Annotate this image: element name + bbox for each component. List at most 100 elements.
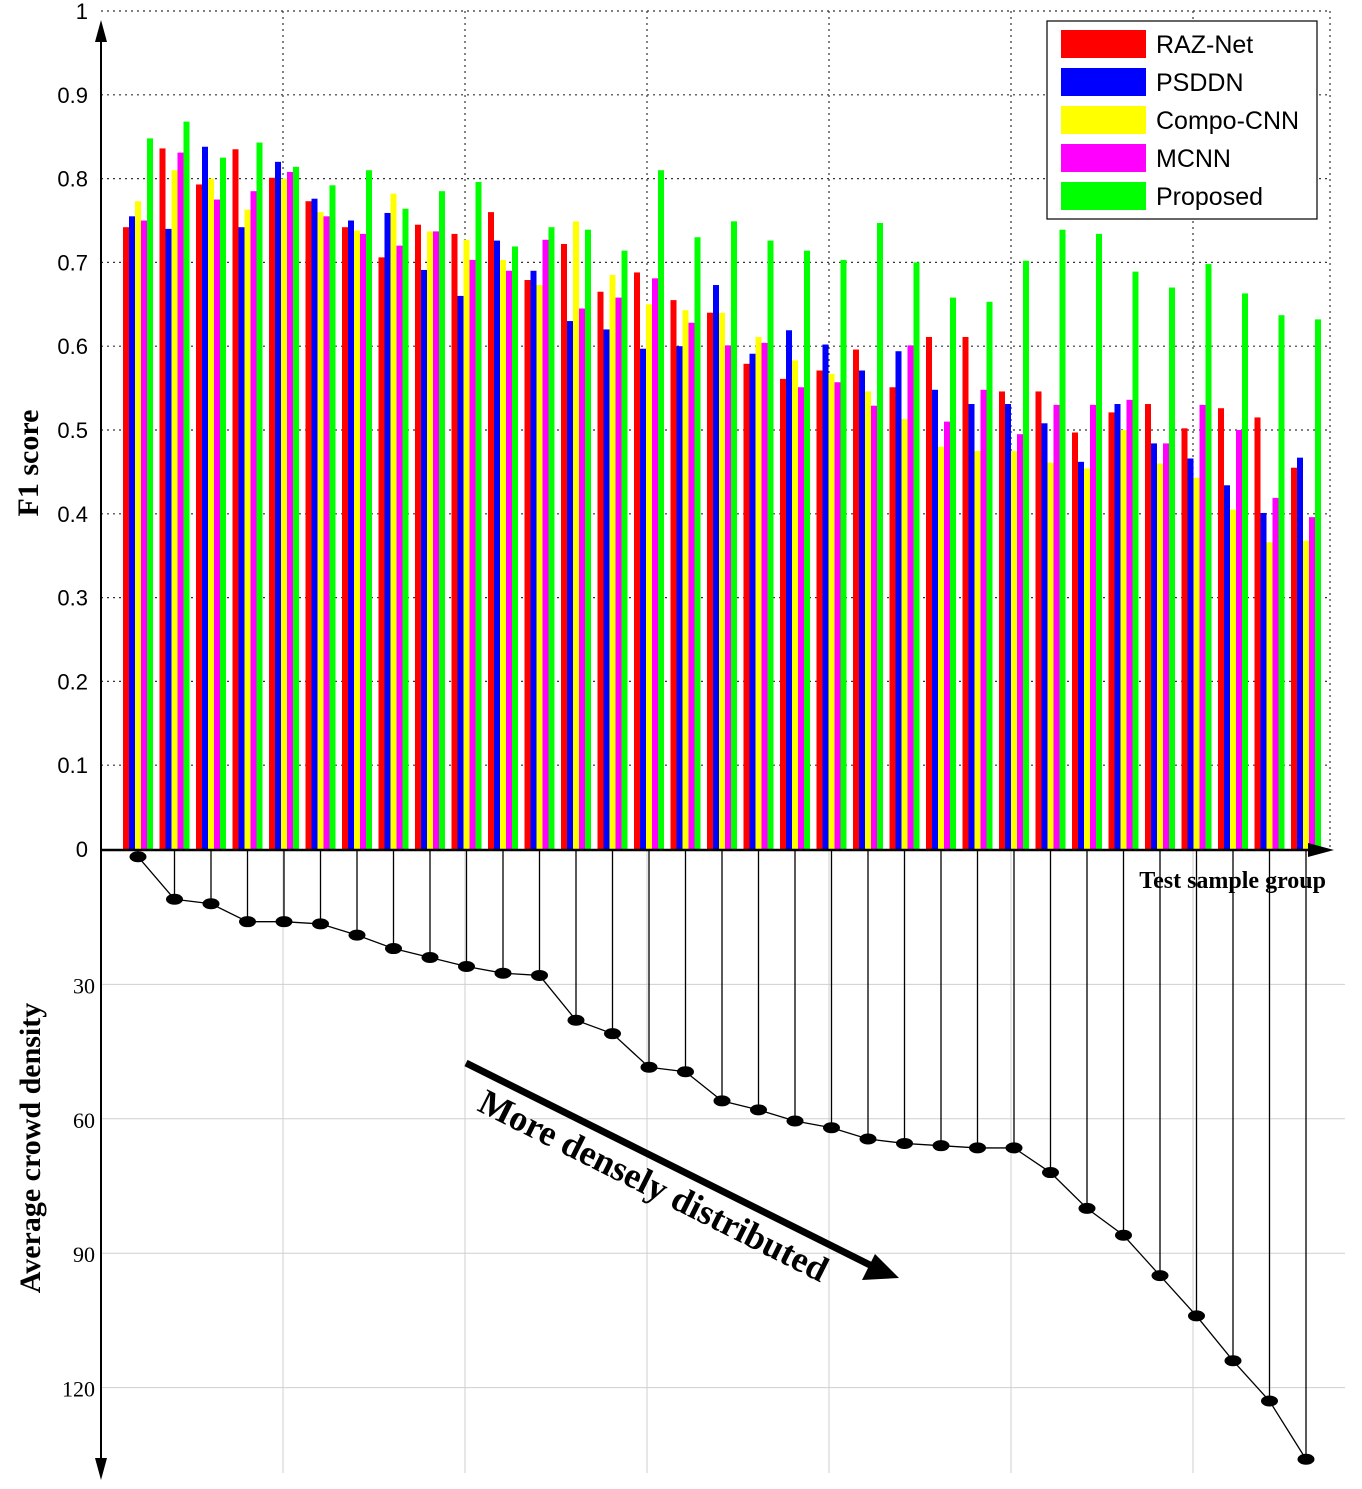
bar xyxy=(1187,458,1194,849)
annotation-arrow xyxy=(464,1059,899,1280)
x-axis-title: Test sample group xyxy=(1139,868,1326,894)
bar xyxy=(1297,457,1303,849)
bar xyxy=(707,312,713,849)
density-point xyxy=(1151,1270,1169,1282)
bar xyxy=(147,138,153,850)
bar xyxy=(177,152,184,849)
bar xyxy=(402,208,409,849)
density-point xyxy=(1188,1310,1205,1322)
bar xyxy=(980,389,987,849)
bar xyxy=(1126,399,1133,849)
legend-label: Compo-CNN xyxy=(1156,107,1299,135)
bar xyxy=(208,178,214,850)
bar xyxy=(1047,462,1054,849)
bar xyxy=(853,349,859,849)
bar xyxy=(944,421,950,849)
bar xyxy=(816,370,823,849)
bar xyxy=(536,285,543,849)
bar xyxy=(719,312,725,849)
bar xyxy=(1084,468,1090,849)
bar xyxy=(244,209,251,849)
bar xyxy=(360,233,366,849)
f1-axis-title: F1 score xyxy=(12,410,45,517)
density-point xyxy=(823,1122,840,1134)
bar xyxy=(1041,423,1048,849)
f1-tick-label: 0.1 xyxy=(57,753,88,778)
series-raz-net xyxy=(123,148,1297,850)
density-point xyxy=(166,893,183,905)
density-point xyxy=(1224,1355,1242,1367)
bar xyxy=(579,308,585,849)
density-tick-label: 60 xyxy=(73,1108,95,1133)
density-point xyxy=(385,943,402,955)
bar xyxy=(506,270,512,849)
bar xyxy=(275,161,281,850)
bar xyxy=(1078,461,1084,849)
bar xyxy=(488,212,494,849)
density-tick-label: 120 xyxy=(62,1377,95,1402)
bar xyxy=(457,295,464,849)
density-point xyxy=(1297,1453,1315,1465)
bar xyxy=(293,166,299,850)
density-point xyxy=(969,1142,986,1154)
bar xyxy=(530,270,537,849)
bar xyxy=(238,227,245,850)
bar xyxy=(250,191,257,850)
bar xyxy=(938,446,944,849)
bar xyxy=(670,300,677,849)
bar xyxy=(1120,430,1127,849)
density-point xyxy=(312,918,329,930)
density-point xyxy=(129,851,147,863)
bar xyxy=(597,291,604,850)
bar xyxy=(1303,540,1309,849)
f1-tick-label: 0.8 xyxy=(57,167,88,192)
x-axis-arrow xyxy=(1308,843,1334,857)
bar xyxy=(962,336,969,849)
series-psddn xyxy=(129,146,1303,850)
bar xyxy=(171,170,178,850)
bar xyxy=(567,321,573,849)
bar xyxy=(1005,404,1011,849)
density-point xyxy=(239,916,256,928)
f1-tick-label: 1 xyxy=(76,0,88,24)
bar xyxy=(1072,432,1078,849)
bar xyxy=(1272,497,1279,849)
bar xyxy=(281,178,287,850)
legend-swatch xyxy=(1061,106,1146,134)
bar xyxy=(871,405,877,849)
bar xyxy=(1199,404,1206,849)
density-point xyxy=(421,952,439,964)
bar xyxy=(1266,542,1273,849)
bar xyxy=(682,310,689,849)
f1-tick-label: 0.2 xyxy=(57,669,88,694)
f1-tick-label: 0.9 xyxy=(57,83,88,108)
series-compo-cnn xyxy=(135,170,1309,850)
bar xyxy=(1163,443,1169,849)
bar xyxy=(348,220,354,849)
bar xyxy=(159,148,166,849)
bar xyxy=(1254,417,1261,849)
bar xyxy=(1230,509,1236,849)
bar xyxy=(287,171,293,849)
bar xyxy=(451,233,458,849)
f1-tick-label: 0.4 xyxy=(57,502,88,527)
bar xyxy=(913,262,920,849)
density-point xyxy=(1261,1395,1278,1407)
annotation-text: More densely distributed xyxy=(472,1081,834,1289)
bar xyxy=(342,227,348,850)
bar xyxy=(232,149,239,849)
bar xyxy=(378,257,385,849)
bar xyxy=(840,259,847,849)
bar xyxy=(214,199,220,850)
bar xyxy=(652,278,658,849)
bar xyxy=(901,419,908,849)
bar xyxy=(1291,467,1297,849)
bar xyxy=(1023,260,1029,849)
bar xyxy=(135,201,141,849)
bar xyxy=(1169,287,1175,849)
legend-label: PSDDN xyxy=(1156,69,1244,97)
bar xyxy=(694,237,701,849)
bar xyxy=(1205,264,1212,849)
density-point xyxy=(1005,1142,1023,1154)
bar xyxy=(780,378,786,849)
